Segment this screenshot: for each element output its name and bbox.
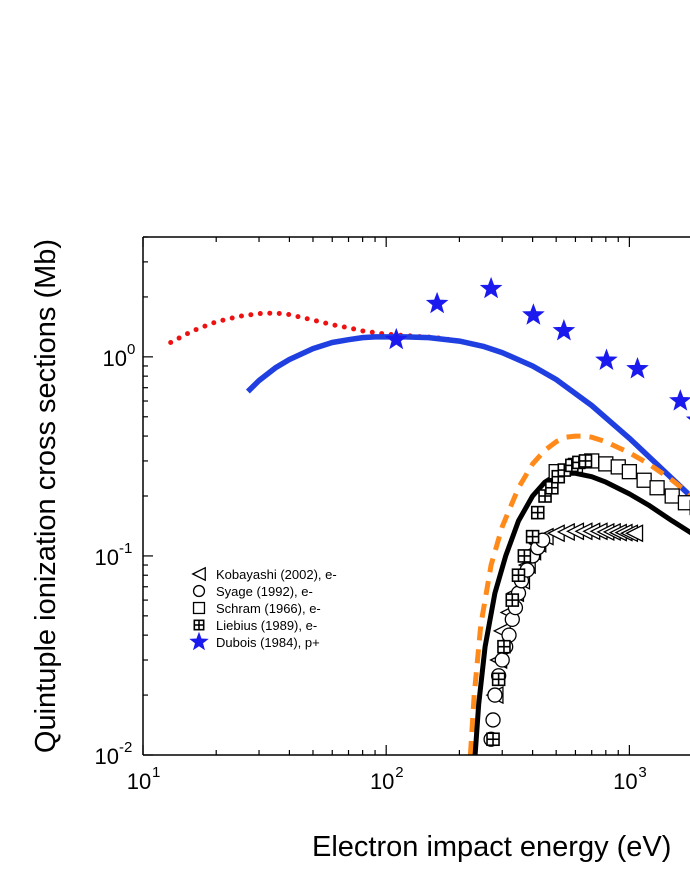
syage-legend-marker bbox=[192, 584, 206, 598]
syage-point bbox=[487, 687, 503, 703]
y-tick-label: 10 bbox=[95, 545, 119, 570]
dubois-point bbox=[685, 416, 690, 420]
schram-legend-marker bbox=[192, 601, 206, 615]
schram-legend-label: Schram (1966), e- bbox=[216, 601, 321, 616]
syage-legend-label: Syage (1992), e- bbox=[216, 584, 313, 599]
y-axis-title: Quintuple ionization cross sections (Mb) bbox=[30, 239, 62, 753]
liebius-point bbox=[578, 454, 593, 468]
dubois-point bbox=[626, 357, 649, 379]
dubois-point bbox=[384, 327, 408, 350]
liebius-point bbox=[497, 639, 511, 654]
x-tick-label: 10 bbox=[613, 769, 637, 794]
markers-layer bbox=[384, 276, 690, 747]
dubois-point bbox=[479, 276, 503, 299]
blue-solid-curve bbox=[245, 334, 690, 500]
schram-point bbox=[664, 488, 680, 504]
y-tick-label: 10 bbox=[95, 744, 119, 769]
dubois-point bbox=[552, 319, 576, 341]
dubois-point bbox=[595, 348, 618, 371]
x-tick-label-exponent: 2 bbox=[395, 764, 403, 781]
y-tick-label-exponent: -2 bbox=[119, 739, 132, 756]
kobayashi-legend-marker bbox=[191, 566, 206, 582]
syage-point bbox=[494, 652, 510, 668]
schram-point bbox=[677, 495, 690, 511]
schram-point bbox=[649, 480, 665, 496]
orange-dashed-curve bbox=[467, 433, 690, 755]
dubois-legend-label: Dubois (1984), p+ bbox=[216, 635, 320, 650]
liebius-point bbox=[491, 672, 506, 687]
y-tick-label-exponent: 0 bbox=[127, 341, 135, 358]
y-tick-label-exponent: -1 bbox=[119, 540, 132, 557]
kobayashi-point bbox=[625, 524, 644, 543]
liebius-point bbox=[517, 549, 532, 563]
x-axis-title: Electron impact energy (eV) bbox=[312, 831, 671, 863]
kobayashi-legend-label: Kobayashi (2002), e- bbox=[216, 567, 337, 582]
x-tick-label: 10 bbox=[127, 769, 151, 794]
dubois-point bbox=[522, 303, 545, 325]
liebius-point bbox=[486, 732, 500, 747]
syage-point bbox=[485, 712, 501, 728]
dubois-legend-marker bbox=[189, 631, 209, 651]
dubois-point bbox=[669, 389, 690, 411]
liebius-point bbox=[538, 489, 552, 503]
liebius-legend-marker bbox=[193, 619, 205, 631]
liebius-point bbox=[525, 529, 540, 544]
liebius-point bbox=[505, 593, 520, 607]
x-tick-label: 10 bbox=[370, 769, 394, 794]
schram-point bbox=[621, 464, 638, 480]
liebius-legend-label: Liebius (1989), e- bbox=[216, 618, 317, 633]
liebius-point bbox=[511, 568, 526, 583]
schram-point bbox=[636, 472, 652, 488]
liebius-point bbox=[545, 480, 559, 495]
liebius-point bbox=[530, 505, 545, 520]
y-tick-label: 10 bbox=[103, 346, 127, 371]
red-dotted-curve bbox=[168, 310, 690, 499]
x-tick-label-exponent: 3 bbox=[638, 764, 646, 781]
dubois-point bbox=[425, 291, 449, 314]
x-tick-label-exponent: 1 bbox=[152, 764, 160, 781]
legend: Kobayashi (2002), e- Syage (1992), e- Schr… bbox=[189, 566, 337, 651]
